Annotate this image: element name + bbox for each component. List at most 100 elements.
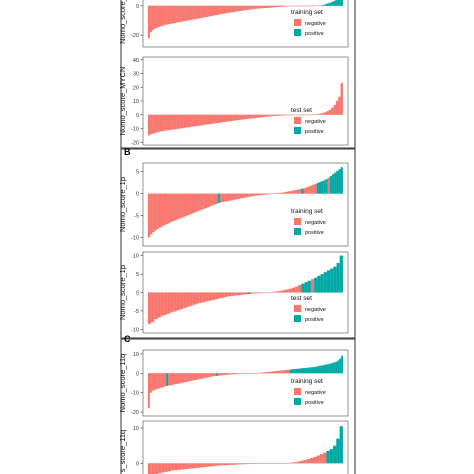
bar-negative — [213, 5, 216, 16]
bar-negative — [161, 5, 164, 26]
bar-negative — [164, 373, 167, 387]
bar-negative — [217, 373, 220, 376]
bar-negative — [190, 463, 195, 469]
bar-negative — [151, 463, 155, 474]
bar-negative — [231, 193, 234, 201]
bar-negative — [313, 456, 317, 464]
bar-negative — [223, 373, 226, 376]
bar-positive — [333, 362, 336, 374]
section-frame — [120, 148, 356, 339]
bar-negative — [167, 5, 170, 25]
bar-negative — [310, 185, 313, 194]
legend-swatch-positive — [294, 398, 301, 405]
bar-positive — [319, 365, 321, 374]
bar-positive — [333, 0, 336, 6]
legend-title: training set — [291, 208, 323, 215]
bar-negative — [255, 193, 258, 196]
y-tick-label: 10 — [133, 352, 139, 358]
bar-negative — [328, 109, 332, 115]
legend-title: test set — [291, 295, 312, 302]
bar-negative — [287, 369, 290, 374]
bar-negative — [243, 463, 248, 465]
bar-negative — [204, 373, 207, 378]
bar-negative — [340, 83, 343, 115]
bar-negative — [253, 292, 257, 294]
y-axis-label: Nomo_score_ — [118, 0, 127, 44]
bar-negative — [299, 189, 302, 194]
bar-negative — [164, 114, 167, 131]
bar-negative — [303, 460, 307, 464]
bar-negative — [263, 372, 266, 374]
bar-negative — [211, 292, 216, 300]
bar-negative — [267, 5, 270, 8]
bar-negative — [147, 463, 152, 474]
bar-negative — [226, 193, 230, 202]
bar-negative — [171, 373, 174, 385]
bar-negative — [225, 114, 228, 122]
bar-negative — [250, 292, 254, 294]
bar-negative — [154, 114, 158, 133]
bar-negative — [294, 190, 297, 194]
bar-positive — [327, 3, 330, 6]
bar-negative — [192, 114, 195, 127]
bar-negative — [230, 114, 233, 122]
bar-negative — [160, 292, 164, 316]
bar-negative — [265, 114, 268, 117]
bar-negative — [260, 114, 264, 118]
bar-negative — [204, 114, 207, 125]
bar-negative — [150, 114, 153, 135]
bar-negative — [182, 5, 185, 22]
bar-negative — [259, 193, 262, 196]
bar-negative — [265, 5, 268, 8]
bar-negative — [158, 193, 162, 228]
bar-negative — [248, 193, 251, 197]
bar-negative — [240, 5, 243, 11]
bar-negative — [229, 5, 232, 13]
bar-negative — [285, 191, 289, 194]
bar-negative — [212, 373, 215, 377]
bar-positive — [314, 277, 318, 293]
bar-negative — [184, 5, 187, 21]
bar-negative — [286, 5, 289, 7]
bar-negative — [180, 5, 183, 22]
bar-negative — [279, 114, 282, 116]
bar-negative — [187, 193, 190, 216]
bar-negative — [250, 5, 253, 10]
bar-negative — [190, 5, 193, 20]
bar-negative — [207, 463, 211, 467]
bar-negative — [178, 114, 181, 129]
bar-negative — [259, 5, 262, 9]
bar-negative — [176, 114, 179, 129]
legend-swatch-negative — [294, 117, 301, 124]
bar-negative — [169, 114, 172, 130]
bar-negative — [164, 463, 168, 472]
bar-negative — [258, 114, 261, 118]
y-tick-label: 0 — [136, 371, 139, 377]
bar-negative — [256, 5, 259, 9]
bar-positive — [317, 366, 320, 374]
bar-negative — [256, 292, 260, 294]
bar-negative — [312, 184, 315, 194]
bar-negative — [195, 292, 200, 304]
bar-negative — [235, 193, 238, 200]
bar-negative — [257, 5, 260, 9]
bar-negative — [242, 193, 245, 199]
bar-negative — [281, 192, 284, 194]
bar-negative — [151, 373, 154, 391]
legend-entry-positive: positive — [305, 317, 324, 323]
bar-negative — [290, 190, 293, 194]
bar-negative — [180, 463, 185, 470]
bar-positive — [215, 373, 218, 376]
bar-negative — [215, 5, 218, 16]
bar-negative — [264, 193, 267, 195]
bar-negative — [179, 373, 182, 384]
y-tick-label: -20 — [131, 140, 139, 146]
y-axis-label: Nomo_score_11q — [118, 354, 127, 413]
bar-negative — [204, 193, 208, 209]
bar-positive — [330, 363, 332, 374]
bar-negative — [232, 114, 235, 121]
panel-frame — [142, 420, 349, 474]
bar-positive — [335, 361, 338, 374]
bar-negative — [327, 177, 330, 194]
bar-negative — [268, 193, 271, 195]
